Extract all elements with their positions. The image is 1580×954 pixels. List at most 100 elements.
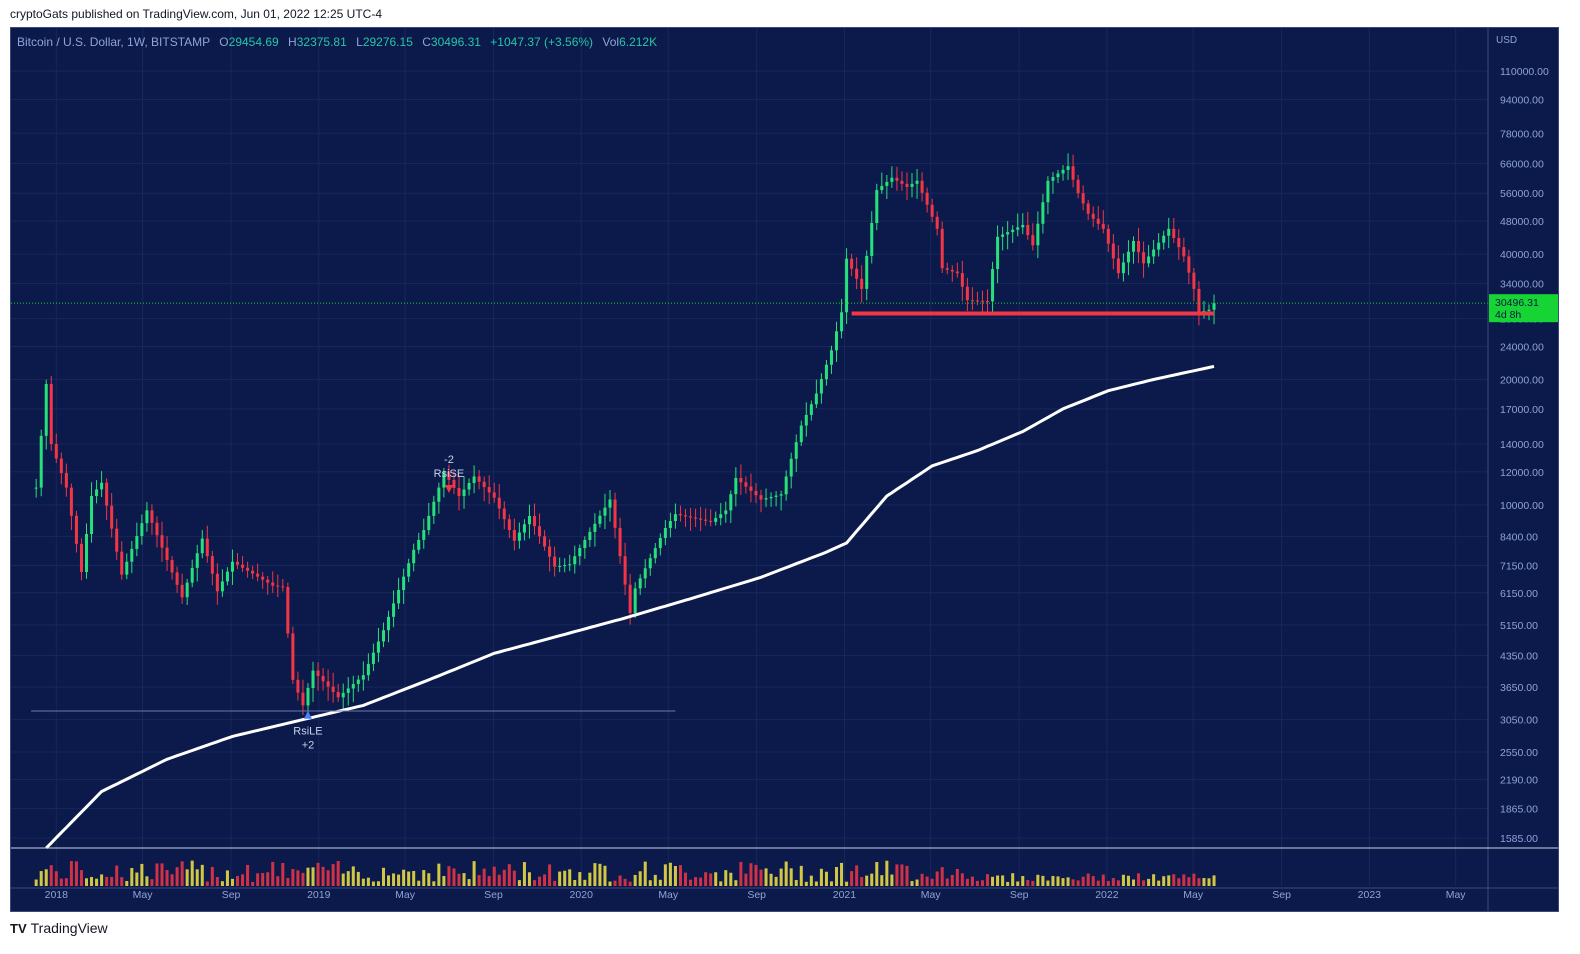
candle-body — [683, 515, 688, 517]
volume-bar — [296, 870, 300, 886]
candle-body — [996, 236, 1000, 270]
candle-body — [1197, 288, 1201, 313]
candle-body — [497, 497, 501, 509]
volume-bar — [1061, 878, 1065, 886]
candle-body — [855, 268, 859, 279]
y-tick-label: 20000.00 — [1500, 374, 1544, 386]
footer-branding[interactable]: TV TradingView — [10, 920, 108, 936]
volume-bar — [1162, 876, 1166, 886]
candle-body — [105, 482, 109, 506]
y-tick-label: 34000.00 — [1500, 278, 1544, 290]
x-tick-label: May — [658, 889, 679, 901]
candle-body — [336, 691, 340, 698]
candle-body — [281, 586, 285, 588]
candle-body — [311, 670, 315, 688]
candle-body — [900, 180, 904, 184]
volume-bar — [986, 874, 990, 886]
volume-bar — [452, 868, 456, 886]
candle-body — [1021, 224, 1025, 228]
volume-bar — [900, 864, 904, 886]
candle-body — [422, 530, 426, 540]
candle-body — [643, 568, 647, 579]
y-tick-label: 14000.00 — [1500, 439, 1544, 451]
candle-body — [1041, 202, 1045, 224]
volume-bar — [497, 874, 501, 886]
candle-body — [79, 543, 83, 572]
candle-body — [1142, 252, 1146, 264]
volume-bar — [361, 878, 365, 886]
volume-bar — [563, 870, 567, 886]
volume-bar — [326, 870, 330, 886]
volume-bar — [356, 871, 360, 886]
volume-bar — [1121, 874, 1125, 886]
volume-bar — [236, 875, 240, 886]
volume-bar — [331, 864, 335, 886]
volume-bar — [1036, 874, 1040, 886]
candle-body — [90, 496, 94, 534]
candle-body — [351, 684, 355, 689]
candle-body — [195, 553, 199, 568]
candle-body — [1192, 272, 1196, 289]
price-axis: USD 110000.00 94000.00 78000.00 66000.00 5600… — [11, 28, 1558, 911]
candle-body — [890, 177, 894, 182]
x-tick-label: 2022 — [1095, 889, 1119, 901]
candle-body — [824, 364, 828, 380]
volume-bar — [276, 876, 280, 886]
candle-body — [965, 286, 969, 301]
candle-body — [638, 578, 642, 589]
candle-body — [110, 505, 114, 529]
annotations-layer: -2 RsiSE RsiLE +2 — [293, 454, 464, 752]
candle-body — [618, 527, 622, 557]
volume-bar — [422, 870, 426, 886]
candle-body — [729, 494, 733, 511]
candle-body — [432, 501, 436, 516]
volume-bar — [1051, 875, 1055, 886]
volume-bar — [754, 864, 758, 886]
last-price-label: 30496.31 — [1495, 297, 1539, 309]
candle-body — [230, 561, 234, 572]
candle-body — [402, 576, 406, 591]
candle-body — [457, 487, 461, 497]
volume-bar — [960, 873, 964, 886]
volume-bar — [200, 864, 204, 886]
candle-body — [236, 561, 240, 565]
volume-bar — [527, 872, 531, 886]
candle-body — [850, 258, 854, 269]
volume-bar — [64, 878, 68, 886]
volume-bar — [608, 881, 612, 886]
volume-bar — [1202, 877, 1206, 886]
volume-bar — [1096, 880, 1100, 886]
candle-body — [970, 300, 974, 302]
volume-bar — [105, 876, 109, 886]
candle-body — [860, 278, 864, 289]
x-tick-label: 2023 — [1358, 889, 1382, 901]
candle-body — [276, 585, 280, 587]
chart-panel[interactable]: -2 RsiSE RsiLE +2 USD 110000.00 94000.00 78000… — [10, 27, 1559, 912]
candle-body — [699, 518, 703, 520]
volume-bar — [1126, 875, 1130, 886]
volume-bar — [241, 874, 245, 886]
volume-bar — [34, 879, 38, 886]
volume-bar — [351, 866, 355, 886]
volume-bar — [824, 871, 828, 886]
volume-bar — [598, 863, 602, 886]
candle-body — [1096, 218, 1100, 224]
volume-bar — [548, 864, 552, 886]
candle-body — [749, 486, 753, 491]
candle-body — [814, 393, 818, 405]
candle-body — [975, 300, 979, 302]
volume-bar — [1142, 880, 1146, 886]
candle-body — [1066, 166, 1070, 170]
y-tick-label: 56000.00 — [1500, 188, 1544, 200]
candle-body — [477, 476, 481, 482]
volume-bar — [185, 869, 189, 886]
price-chart-svg[interactable]: -2 RsiSE RsiLE +2 USD 110000.00 94000.00 78000… — [11, 28, 1559, 912]
volume-bar — [945, 878, 949, 886]
candle-body — [754, 490, 758, 496]
candle-body — [1016, 227, 1020, 230]
symbol-legend: Bitcoin / U.S. Dollar, 1W, BITSTAMP O294… — [17, 35, 657, 49]
y-tick-label: 3650.00 — [1500, 682, 1538, 694]
volume-bar — [311, 867, 315, 886]
volume-bar — [694, 877, 698, 886]
volume-bar — [90, 876, 94, 886]
